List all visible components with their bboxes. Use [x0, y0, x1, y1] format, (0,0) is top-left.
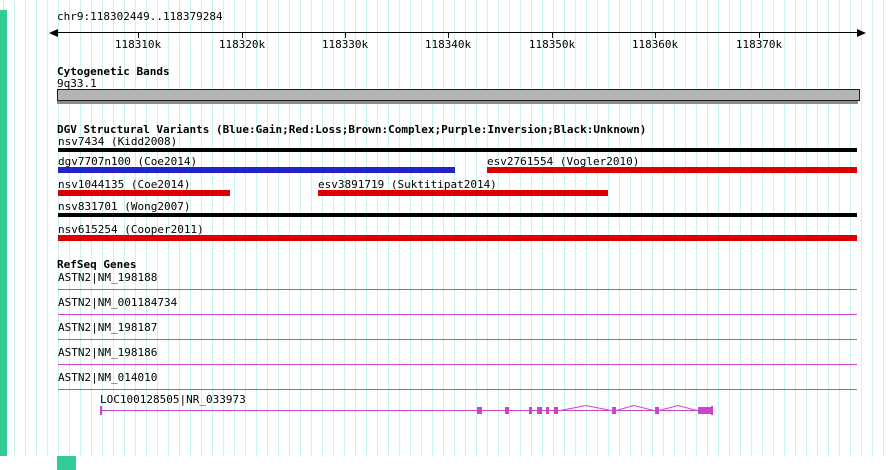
refseq-section-title: RefSeq Genes [57, 258, 137, 271]
ruler-tick-label: 118360k [631, 38, 679, 51]
gene-label: ASTN2|NM_198187 [58, 321, 158, 334]
variant-label: dgv7707n100 (Coe2014) [58, 155, 198, 168]
gene-line[interactable] [58, 364, 857, 365]
variant-label: nsv1044135 (Coe2014) [58, 178, 191, 191]
ruler-tick-label: 118370k [735, 38, 783, 51]
left-accent-bar [0, 10, 7, 456]
bottom-left-marker [57, 456, 76, 470]
gene-label: LOC100128505|NR_033973 [100, 393, 246, 406]
ruler-line[interactable] [58, 32, 857, 33]
ruler-tick-label: 118340k [424, 38, 472, 51]
gene-end-tick [711, 406, 713, 415]
exon[interactable] [505, 407, 509, 414]
gene-label: ASTN2|NM_001184734 [58, 296, 178, 309]
ruler-tick [448, 33, 449, 38]
cytoband-subbar [57, 101, 858, 104]
variant-label: esv2761554 (Vogler2010) [487, 155, 640, 168]
ruler-tick [242, 33, 243, 38]
ruler-tick [552, 33, 553, 38]
exon[interactable] [477, 407, 482, 414]
ruler-tick [345, 33, 346, 38]
cytobands-section-title: Cytogenetic Bands [57, 65, 170, 78]
ruler-arrow-right-icon [857, 29, 866, 37]
cytoband-name: 9q33.1 [57, 77, 97, 90]
gene-label: ASTN2|NM_014010 [58, 371, 158, 384]
region-label: chr9:118302449..118379284 [57, 10, 223, 23]
variant-bar[interactable] [58, 190, 230, 196]
ruler-tick [655, 33, 656, 38]
exon[interactable] [529, 407, 532, 414]
variant-bar[interactable] [487, 167, 857, 173]
exon[interactable] [537, 407, 542, 414]
gene-line[interactable] [58, 289, 857, 290]
variant-bar[interactable] [58, 148, 857, 152]
variant-label: nsv7434 (Kidd2008) [58, 135, 178, 148]
variant-bar[interactable] [58, 235, 857, 241]
variant-bar[interactable] [58, 213, 857, 217]
dgv-section-title: DGV Structural Variants (Blue:Gain;Red:L… [57, 123, 647, 136]
gene-label: ASTN2|NM_198188 [58, 271, 158, 284]
ruler-tick [138, 33, 139, 38]
variant-label: esv3891719 (Suktitipat2014) [318, 178, 497, 191]
ruler-tick [759, 33, 760, 38]
ruler-tick-label: 118350k [528, 38, 576, 51]
exon[interactable] [655, 407, 659, 414]
exon[interactable] [546, 407, 549, 414]
variant-label: nsv831701 (Wong2007) [58, 200, 191, 213]
gene-end-tick [100, 406, 102, 415]
exon[interactable] [554, 407, 558, 414]
ruler-tick-label: 118330k [321, 38, 369, 51]
exon[interactable] [698, 407, 711, 414]
gene-line[interactable] [58, 389, 857, 390]
gene-line[interactable] [58, 314, 857, 315]
ruler-tick-label: 118320k [218, 38, 266, 51]
variant-bar[interactable] [58, 167, 455, 173]
gene-label: ASTN2|NM_198186 [58, 346, 158, 359]
gene-line[interactable] [58, 339, 857, 340]
cytoband-bar[interactable] [57, 89, 860, 101]
variant-bar[interactable] [318, 190, 608, 196]
variant-label: nsv615254 (Cooper2011) [58, 223, 204, 236]
ruler-tick-label: 118310k [114, 38, 162, 51]
exon[interactable] [612, 407, 616, 414]
ruler-arrow-left-icon [49, 29, 58, 37]
gene-line[interactable] [100, 410, 712, 411]
background-grid [0, 0, 890, 456]
